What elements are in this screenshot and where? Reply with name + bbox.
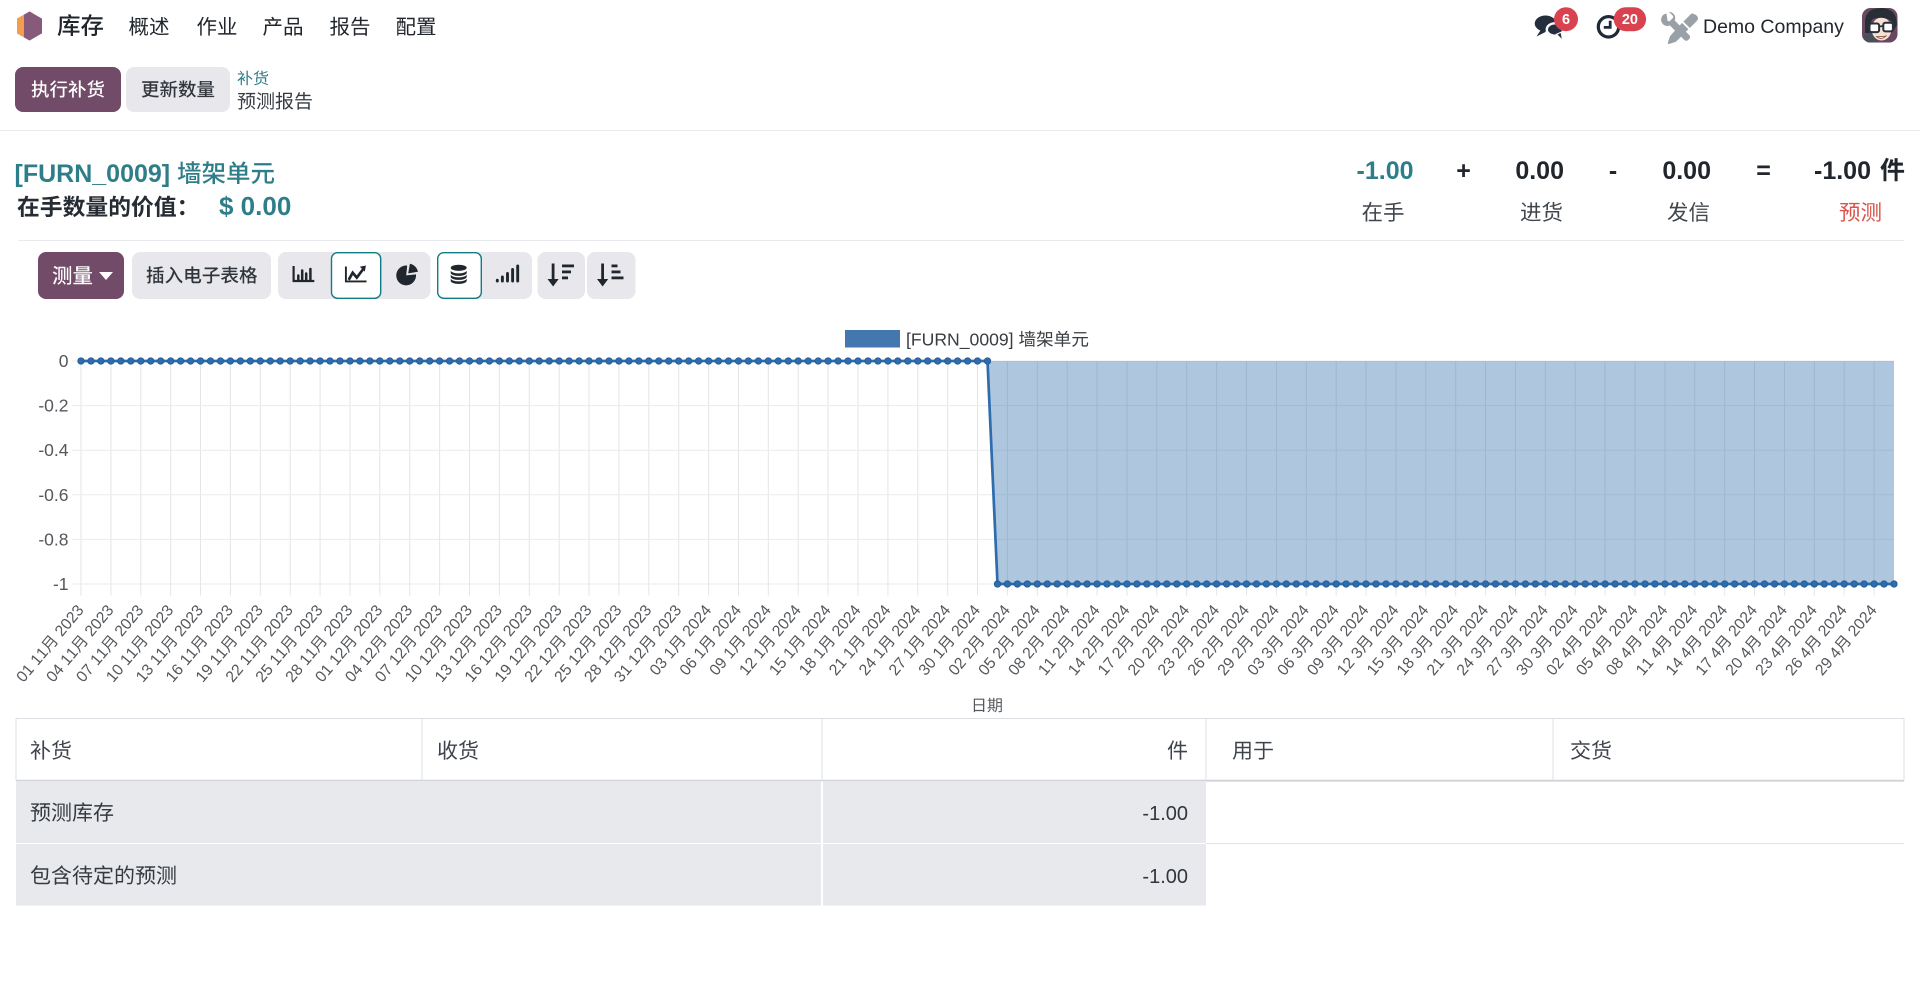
svg-text:20: 20 xyxy=(1622,12,1638,28)
svg-text:-1.00: -1.00 xyxy=(1142,866,1188,888)
svg-text:0.00: 0.00 xyxy=(1662,157,1711,185)
svg-text:-: - xyxy=(1609,157,1617,185)
svg-text:+: + xyxy=(1456,157,1471,185)
svg-text:-0.4: -0.4 xyxy=(38,440,68,460)
svg-text:-0.8: -0.8 xyxy=(38,529,68,549)
svg-text:=: = xyxy=(1756,157,1771,185)
svg-text:Demo Company: Demo Company xyxy=(1703,16,1844,38)
svg-text:$ 0.00: $ 0.00 xyxy=(219,191,291,221)
svg-text:[FURN_0009]: [FURN_0009] xyxy=(906,330,1014,351)
svg-text:6: 6 xyxy=(1562,12,1570,28)
svg-text:[FURN_0009]: [FURN_0009] xyxy=(15,160,171,188)
svg-text:-0.2: -0.2 xyxy=(38,396,68,416)
svg-text:-1.00: -1.00 xyxy=(1814,157,1871,185)
svg-text:-0.6: -0.6 xyxy=(38,485,68,505)
svg-text:-1: -1 xyxy=(53,574,69,594)
svg-text:-1.00: -1.00 xyxy=(1142,803,1188,825)
svg-text:-1.00: -1.00 xyxy=(1357,157,1414,185)
svg-text:0: 0 xyxy=(59,351,69,371)
svg-text:0.00: 0.00 xyxy=(1515,157,1564,185)
